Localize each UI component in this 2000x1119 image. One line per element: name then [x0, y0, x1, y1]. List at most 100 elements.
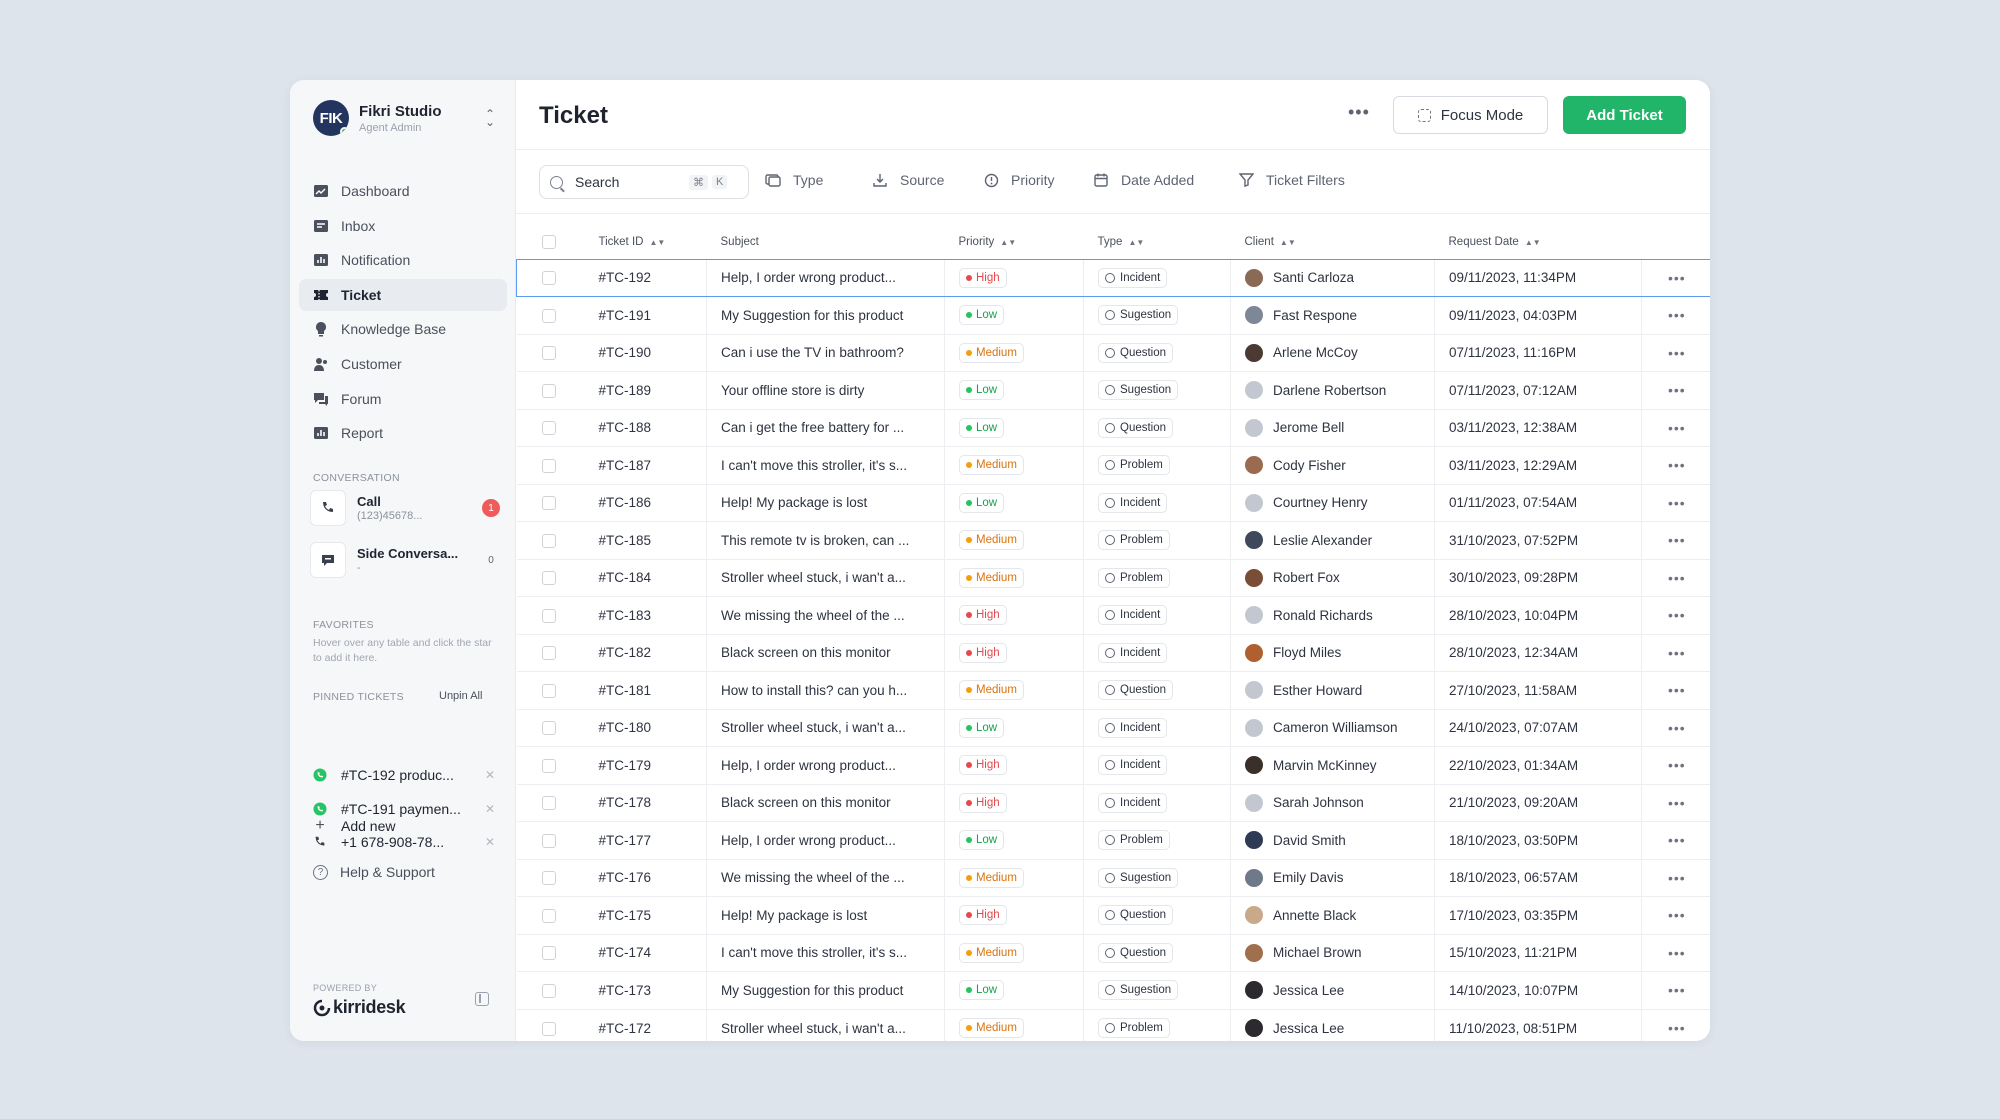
- row-checkbox[interactable]: [541, 871, 556, 886]
- unpin-icon[interactable]: ✕: [484, 835, 496, 849]
- filter-ticket-filters[interactable]: Ticket Filters: [1238, 172, 1345, 188]
- focus-mode-button[interactable]: Focus Mode: [1393, 96, 1548, 134]
- row-more-icon[interactable]: •••: [1668, 832, 1686, 849]
- table-row[interactable]: #TC-173 My Suggestion for this product Low…: [516, 971, 1710, 1009]
- filter-type[interactable]: Type: [765, 172, 823, 188]
- sidebar-item-notification[interactable]: Notification: [299, 244, 507, 276]
- add-ticket-button[interactable]: Add Ticket: [1563, 96, 1686, 134]
- row-checkbox[interactable]: [541, 571, 556, 586]
- ticket-id[interactable]: #TC-188: [584, 408, 707, 447]
- row-checkbox[interactable]: [541, 683, 556, 698]
- table-row[interactable]: #TC-178 Black screen on this monitor High I…: [516, 783, 1710, 822]
- ticket-id[interactable]: #TC-175: [584, 896, 707, 934]
- ticket-id[interactable]: #TC-179: [584, 746, 707, 784]
- row-more-icon[interactable]: •••: [1668, 869, 1686, 886]
- row-more-icon[interactable]: •••: [1668, 569, 1686, 586]
- table-row[interactable]: #TC-176 We missing the wheel of the ... Me…: [516, 858, 1710, 897]
- ticket-id[interactable]: #TC-191: [584, 296, 707, 334]
- table-row[interactable]: #TC-189 Your offline store is dirty Low Sug…: [516, 371, 1710, 409]
- table-row[interactable]: #TC-181 How to install this? can you h...…: [516, 671, 1710, 709]
- sidebar-item-inbox[interactable]: Inbox: [299, 210, 507, 242]
- ticket-id[interactable]: #TC-178: [584, 783, 707, 822]
- table-row[interactable]: #TC-190 Can i use the TV in bathroom? Medi…: [516, 333, 1710, 372]
- ticket-id[interactable]: #TC-183: [584, 596, 707, 634]
- table-row[interactable]: #TC-179 Help, I order wrong product... Hig…: [516, 746, 1710, 784]
- row-more-icon[interactable]: •••: [1668, 1020, 1686, 1036]
- column-header[interactable]: Client ▲▼: [1244, 235, 1296, 248]
- ticket-id[interactable]: #TC-184: [584, 558, 707, 597]
- pinned-ticket-item[interactable]: #TC-191 paymen... ✕: [313, 797, 497, 821]
- ticket-id[interactable]: #TC-185: [584, 521, 707, 559]
- ticket-subject[interactable]: I can't move this stroller, it's s...: [706, 933, 945, 972]
- ticket-subject[interactable]: We missing the wheel of the ...: [706, 858, 945, 897]
- ticket-subject[interactable]: Can i get the free battery for ...: [706, 408, 945, 447]
- row-checkbox[interactable]: [541, 758, 556, 773]
- row-checkbox[interactable]: [541, 646, 556, 661]
- column-header[interactable]: Ticket ID ▲▼: [598, 235, 666, 248]
- ticket-subject[interactable]: My Suggestion for this product: [706, 296, 945, 334]
- row-checkbox[interactable]: [541, 496, 556, 511]
- column-header[interactable]: Type ▲▼: [1097, 235, 1145, 248]
- ticket-subject[interactable]: Can i use the TV in bathroom?: [706, 333, 945, 372]
- row-more-icon[interactable]: •••: [1668, 494, 1686, 511]
- row-more-icon[interactable]: •••: [1668, 307, 1686, 324]
- row-more-icon[interactable]: •••: [1668, 382, 1686, 399]
- pinned-ticket-item[interactable]: #TC-192 produc... ✕: [313, 763, 497, 787]
- sidebar-item-dashboard[interactable]: Dashboard: [299, 175, 507, 207]
- row-more-icon[interactable]: •••: [1668, 344, 1686, 361]
- row-checkbox[interactable]: [541, 383, 556, 398]
- table-row[interactable]: #TC-184 Stroller wheel stuck, i wan't a..…: [516, 558, 1710, 597]
- ticket-id[interactable]: #TC-177: [584, 821, 707, 859]
- row-checkbox[interactable]: [541, 833, 556, 848]
- ticket-subject[interactable]: This remote tv is broken, can ...: [706, 521, 945, 559]
- ticket-subject[interactable]: Help, I order wrong product...: [706, 258, 945, 297]
- table-row[interactable]: #TC-185 This remote tv is broken, can ...…: [516, 521, 1710, 559]
- unpin-all-button[interactable]: Unpin All: [439, 690, 483, 702]
- row-checkbox[interactable]: [541, 608, 556, 623]
- select-all-checkbox[interactable]: [541, 234, 556, 249]
- ticket-subject[interactable]: I can't move this stroller, it's s...: [706, 446, 945, 484]
- column-header[interactable]: Subject: [720, 235, 759, 248]
- more-options-icon[interactable]: •••: [1348, 102, 1370, 122]
- row-checkbox[interactable]: [542, 271, 556, 286]
- row-checkbox[interactable]: [541, 946, 556, 961]
- sidebar-item-ticket[interactable]: Ticket: [299, 278, 507, 311]
- row-checkbox[interactable]: [541, 421, 556, 436]
- column-header[interactable]: Priority ▲▼: [958, 235, 1017, 248]
- conversation-call[interactable]: Call (123)45678... 1: [310, 488, 500, 528]
- search-input[interactable]: [575, 174, 685, 190]
- table-row[interactable]: #TC-183 We missing the wheel of the ... Hi…: [516, 596, 1710, 634]
- filter-date-added[interactable]: Date Added: [1093, 172, 1194, 188]
- ticket-id[interactable]: #TC-181: [584, 671, 707, 709]
- sidebar-item-customer[interactable]: Customer: [299, 348, 507, 380]
- ticket-subject[interactable]: Your offline store is dirty: [706, 371, 945, 409]
- ticket-id[interactable]: #TC-182: [584, 633, 707, 672]
- sidebar-item-report[interactable]: Report: [299, 417, 507, 449]
- ticket-id[interactable]: #TC-176: [584, 858, 707, 897]
- ticket-subject[interactable]: Stroller wheel stuck, i wan't a...: [706, 1008, 945, 1041]
- row-more-icon[interactable]: •••: [1668, 644, 1686, 661]
- help-support-link[interactable]: ? Help & Support: [313, 864, 435, 880]
- row-more-icon[interactable]: •••: [1668, 607, 1686, 624]
- filter-priority[interactable]: Priority: [983, 172, 1055, 188]
- table-row[interactable]: #TC-174 I can't move this stroller, it's …: [516, 933, 1710, 972]
- row-checkbox[interactable]: [541, 908, 556, 923]
- table-row[interactable]: #TC-187 I can't move this stroller, it's …: [516, 446, 1710, 484]
- column-header[interactable]: Request Date ▲▼: [1448, 235, 1541, 248]
- sidebar-item-forum[interactable]: Forum: [299, 383, 507, 415]
- row-checkbox[interactable]: [541, 721, 556, 736]
- table-row[interactable]: #TC-172 Stroller wheel stuck, i wan't a..…: [516, 1008, 1710, 1041]
- row-more-icon[interactable]: •••: [1668, 682, 1686, 699]
- row-checkbox[interactable]: [541, 983, 556, 998]
- ticket-id[interactable]: #TC-190: [584, 333, 707, 372]
- search-box[interactable]: ⌘ K: [539, 165, 749, 199]
- ticket-subject[interactable]: Black screen on this monitor: [706, 783, 945, 822]
- ticket-subject[interactable]: Help! My package is lost: [706, 483, 945, 522]
- ticket-subject[interactable]: Black screen on this monitor: [706, 633, 945, 672]
- table-row[interactable]: #TC-186 Help! My package is lost Low Incide…: [516, 483, 1710, 522]
- row-more-icon[interactable]: •••: [1668, 419, 1686, 436]
- ticket-id[interactable]: #TC-187: [584, 446, 707, 484]
- ticket-subject[interactable]: Stroller wheel stuck, i wan't a...: [706, 558, 945, 597]
- table-row[interactable]: #TC-192 Help, I order wrong product... Hig…: [516, 258, 1710, 297]
- row-more-icon[interactable]: •••: [1668, 532, 1686, 549]
